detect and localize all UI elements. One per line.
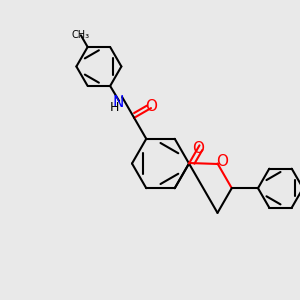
Text: N: N (113, 95, 124, 110)
Text: CH₃: CH₃ (72, 30, 90, 40)
Text: O: O (145, 99, 157, 114)
Text: H: H (110, 101, 119, 114)
Text: O: O (192, 141, 204, 156)
Text: O: O (216, 154, 228, 169)
